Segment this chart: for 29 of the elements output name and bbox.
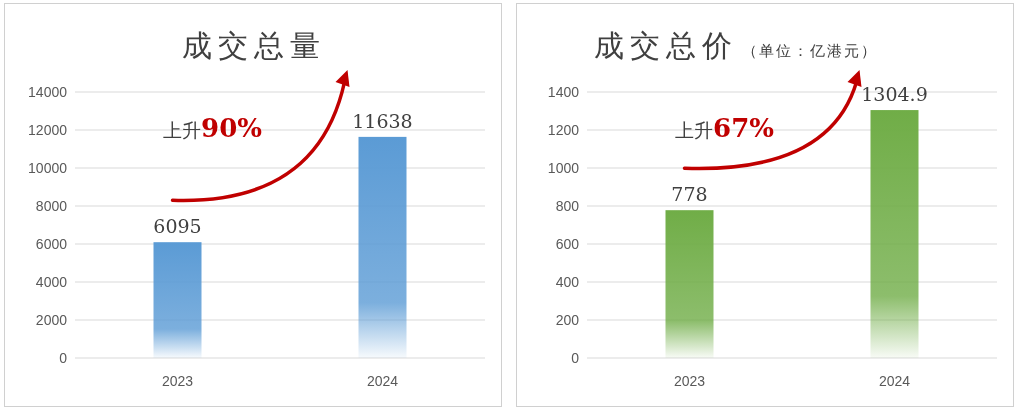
chart-title: 成交总量: [182, 28, 326, 63]
y-tick-label: 4000: [35, 274, 68, 290]
y-tick-label: 1400: [547, 84, 580, 100]
y-tick-label: 1000: [547, 160, 580, 176]
y-tick-label: 8000: [35, 198, 68, 214]
y-tick-label: 600: [555, 236, 580, 252]
chart-title: 成交总价: [594, 28, 738, 63]
y-tick-label: 2000: [35, 312, 68, 328]
annotation: 上升67%: [675, 113, 775, 144]
y-tick-label: 10000: [28, 160, 68, 176]
x-tick-label: 2023: [673, 373, 706, 389]
annotation: 上升90%: [163, 113, 263, 144]
y-tick-label: 800: [555, 198, 580, 214]
data-label: 6095: [153, 215, 202, 238]
x-tick-label: 2024: [878, 373, 911, 389]
y-tick-label: 14000: [28, 84, 68, 100]
data-label: 778: [671, 183, 708, 206]
y-tick-label: 6000: [35, 236, 68, 252]
y-tick-label: 1200: [547, 122, 580, 138]
x-tick-label: 2023: [161, 373, 194, 389]
x-tick-label: 2024: [366, 373, 399, 389]
chart-subtitle: （单位：亿港元）: [742, 42, 878, 60]
data-label: 1304.9: [861, 83, 928, 106]
y-tick-label: 200: [555, 312, 580, 328]
y-tick-label: 12000: [28, 122, 68, 138]
y-tick-label: 400: [555, 274, 580, 290]
y-tick-label: 0: [59, 350, 68, 366]
data-label: 11638: [352, 109, 413, 132]
y-tick-label: 0: [571, 350, 580, 366]
